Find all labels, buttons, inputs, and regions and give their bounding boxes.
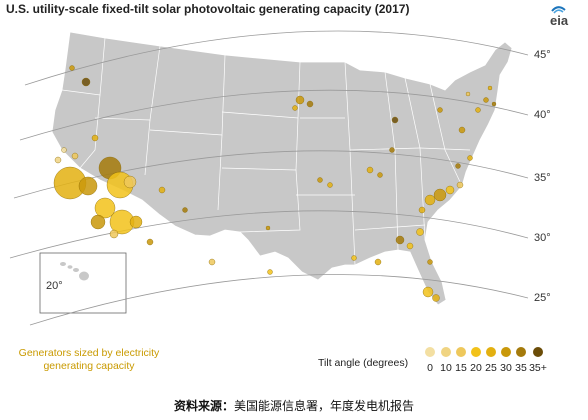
generator-marker: [327, 182, 333, 188]
latitude-label-30: 30°: [534, 232, 551, 244]
legend-swatch: [471, 347, 481, 357]
generator-marker: [432, 294, 440, 302]
generator-marker: [465, 91, 471, 97]
legend-label: 35: [515, 362, 527, 374]
generator-marker: [71, 152, 79, 160]
source-line: 资料来源：美国能源信息署，年度发电机报告: [0, 397, 588, 414]
legend-swatch: [516, 347, 526, 357]
size-note: Generators sized by electricity generati…: [18, 347, 160, 372]
eia-logo: eia: [550, 6, 569, 28]
generator-marker: [491, 101, 497, 107]
generator-marker: [418, 206, 426, 214]
generator-marker: [265, 225, 271, 231]
generator-marker: [395, 235, 405, 245]
generator-marker: [146, 238, 154, 246]
generator-marker: [61, 147, 67, 153]
generator-marker: [433, 188, 447, 202]
latitude-label-45: 45°: [534, 49, 551, 61]
generator-marker: [416, 228, 424, 236]
generator-marker: [295, 95, 305, 105]
legend-label: 25: [485, 362, 497, 374]
legend-label: 30: [500, 362, 512, 374]
generator-marker: [406, 242, 414, 250]
generator-marker: [389, 147, 395, 153]
latitude-label-20: 20°: [46, 280, 63, 292]
legend-swatch: [533, 347, 543, 357]
generator-marker: [391, 116, 399, 124]
generator-marker: [158, 186, 166, 194]
generator-marker: [208, 258, 216, 266]
eia-logo-arcs-icon: [551, 6, 566, 14]
generator-marker: [292, 105, 298, 111]
generator-marker: [456, 181, 464, 189]
generator-marker: [182, 207, 188, 213]
latitude-lines: [9, 30, 529, 326]
eia-logo-text: eia: [550, 13, 569, 28]
legend-label: 20: [470, 362, 482, 374]
legend-swatch: [441, 347, 451, 357]
generator-marker: [69, 65, 75, 71]
generator-marker: [475, 107, 481, 113]
legend-label: 15: [455, 362, 467, 374]
generator-marker: [306, 100, 314, 108]
generator-marker: [351, 255, 357, 261]
generator-marker: [91, 134, 99, 142]
state-borders: [61, 37, 471, 266]
legend-label: 0: [427, 362, 433, 374]
generator-marker: [90, 214, 106, 230]
generator-marker: [54, 156, 62, 164]
generator-marker: [467, 155, 473, 161]
legend-swatch: [486, 347, 496, 357]
generator-marker: [94, 197, 116, 219]
generator-marker: [437, 107, 443, 113]
legend-swatch: [501, 347, 511, 357]
generator-marker: [366, 166, 374, 174]
generator-marker: [123, 175, 137, 189]
generator-marker: [374, 258, 382, 266]
source-label: 资料来源：: [173, 399, 234, 413]
generator-marker: [483, 97, 489, 103]
map-title: U.S. utility-scale fixed-tilt solar phot…: [6, 2, 410, 16]
generator-marker: [458, 126, 466, 134]
generator-marker: [427, 259, 433, 265]
legend-title: Tilt angle (degrees): [318, 357, 409, 369]
latitude-label-35: 35°: [534, 172, 551, 184]
generator-marker: [455, 163, 461, 169]
generator-marker: [81, 77, 91, 87]
legend-swatch: [456, 347, 466, 357]
latitude-label-40: 40°: [534, 109, 551, 121]
hawaii-islands: [60, 262, 89, 281]
generator-marker: [267, 269, 273, 275]
legend-label: 35+: [529, 362, 547, 374]
legend-swatch: [425, 347, 435, 357]
generator-marker: [109, 229, 119, 239]
hawaii-inset-box: [39, 252, 127, 314]
generator-marker: [422, 286, 434, 298]
generator-marker: [377, 172, 383, 178]
generator-marker: [317, 177, 323, 183]
generator-marker: [129, 215, 143, 229]
latitude-label-25: 25°: [534, 292, 551, 304]
generator-marker: [487, 85, 493, 91]
generator-marker: [78, 176, 98, 196]
generator-marker: [445, 185, 455, 195]
tilt-legend: 0 10 15 20 25 30 35 35+: [425, 347, 547, 374]
source-text: 美国能源信息署，年度发电机报告: [234, 399, 415, 413]
legend-label: 10: [440, 362, 452, 374]
generator-marker: [424, 194, 436, 206]
generator-markers: [53, 65, 497, 302]
